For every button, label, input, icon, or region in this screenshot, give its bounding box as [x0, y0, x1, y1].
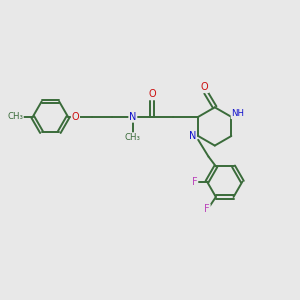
Text: O: O [72, 112, 79, 122]
Text: O: O [148, 89, 156, 100]
Text: N: N [189, 131, 196, 141]
Text: F: F [204, 204, 210, 214]
Text: CH₃: CH₃ [7, 112, 23, 122]
Text: NH: NH [231, 110, 244, 118]
Text: F: F [192, 177, 197, 187]
Text: CH₃: CH₃ [125, 133, 141, 142]
Text: N: N [129, 112, 136, 122]
Text: O: O [201, 82, 208, 92]
